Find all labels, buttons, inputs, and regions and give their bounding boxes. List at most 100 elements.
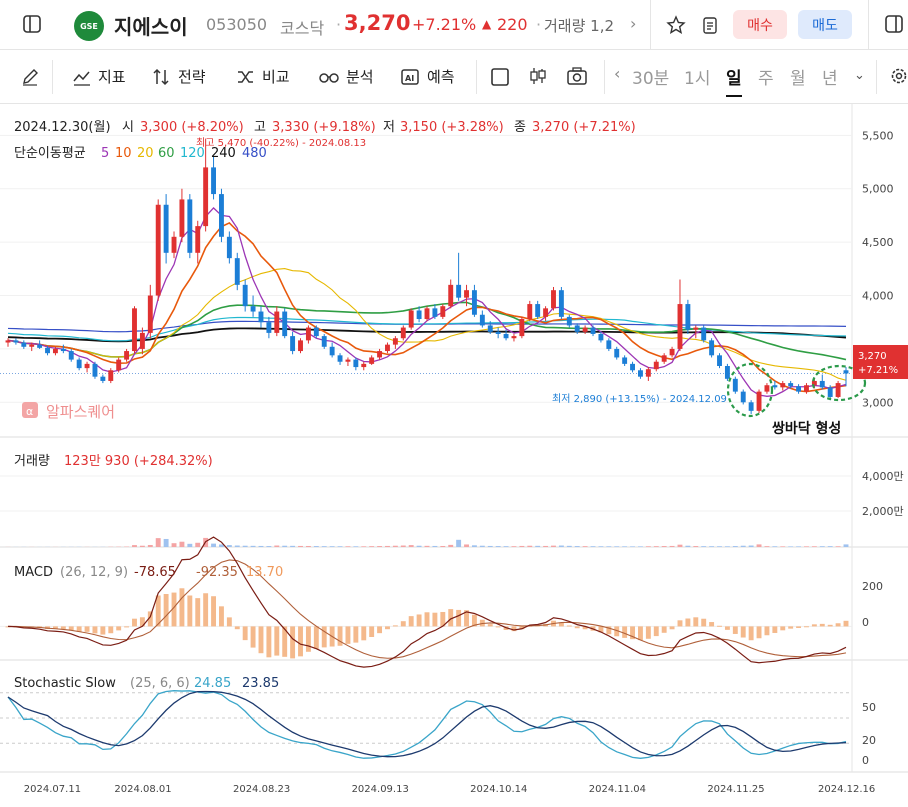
candle-body [266,322,272,333]
timeframe-month[interactable]: 월 [790,69,806,89]
forecast-button[interactable]: AI 예측 [399,66,455,87]
buy-button[interactable]: 매수 [733,10,787,39]
candles [5,138,849,415]
timeframe-1h[interactable]: 1시 [684,69,711,89]
macd-histogram-bar [487,624,493,627]
volume-bar [677,544,683,547]
date-axis: 2024.07.11 2024.08.01 2024.08.23 2024.09.13… [24,784,875,795]
divider [650,0,651,50]
ohlc-date: 2024.12.30(월) [14,120,111,135]
candle-body [448,284,454,307]
candle-body [487,325,493,332]
candle-body [724,366,730,379]
volume-bar [764,546,770,547]
volume-bar [669,545,675,547]
svg-text:AI: AI [405,74,414,83]
macd-histogram-bar [108,626,114,634]
second-bottom-circle [811,364,867,402]
open-label: 시 [122,120,134,135]
price-tick-label: 3,000 [862,396,894,409]
volume-summary: 거래량 1,2 [544,17,615,35]
macd-histogram-bar [574,626,580,629]
chevron-left-icon[interactable]: ‹ [614,64,621,83]
volume-bar [471,545,477,547]
candle-body [432,308,438,317]
chevron-right-icon[interactable]: › [630,14,637,33]
forecast-label: 예측 [427,68,455,86]
candle-body [203,167,209,227]
volume-bar [416,545,422,547]
macd-histogram-bar [60,626,66,629]
candle-body [52,348,58,354]
macd-histogram-bar [519,626,525,630]
volume-bar [511,546,517,547]
volume-bar [748,545,754,547]
candle-body [638,370,643,377]
sell-button[interactable]: 매도 [798,10,852,39]
candle-body [250,306,256,312]
macd-histogram-bar [179,588,185,627]
volume-bar [448,544,454,547]
volume-bar [163,538,169,547]
candle-body [171,236,177,253]
analysis-button[interactable]: 분석 [318,66,374,87]
volume-bar [345,546,351,547]
stock-code: 053050 [206,15,268,34]
macd-histogram-bar [811,624,817,627]
panel-toggle-icon[interactable] [884,14,904,34]
candle-body [582,327,588,332]
panel-dividers [0,104,908,773]
macd-histogram-bar [630,626,635,640]
clipboard-icon[interactable] [700,15,720,35]
ai-chip-icon: AI [401,68,419,85]
volume-bar [503,546,509,547]
alpha-icon: α [26,405,33,418]
gear-icon[interactable] [889,66,908,86]
camera-icon[interactable] [566,66,588,86]
star-icon[interactable] [666,15,686,35]
ma20-label: 20 [137,146,154,161]
timeframe-30m[interactable]: 30분 [632,69,670,89]
stochastic-k-line [7,690,847,759]
volume-bar [717,546,722,547]
macd-signal-line [7,559,847,659]
timeframe-year[interactable]: 년 [822,69,838,89]
square-icon[interactable] [490,67,510,87]
candle-body [519,319,525,337]
macd-histogram-bar [100,626,106,635]
candle-body [37,344,43,348]
candle-body [219,194,224,237]
volume-tick-2000: 2,000만 [862,505,904,518]
date-tick-label: 2024.07.11 [24,784,81,795]
candle-body [843,370,849,374]
macd-histogram-bar [835,623,841,627]
macd-histogram-bar [195,598,201,627]
indicator-label: 지표 [98,68,126,86]
volume-bar [843,544,849,547]
candle-body [100,376,106,381]
candle-body [155,204,161,296]
strategy-button[interactable]: 전략 [152,66,206,87]
candle-body [282,311,288,337]
timeframe-week[interactable]: 주 [758,69,774,89]
date-tick-label: 2024.09.13 [352,784,409,795]
macd-histogram-bar [353,626,359,643]
macd-histogram-bar [361,626,367,641]
candle-body [709,340,715,356]
candlestick-icon[interactable] [528,66,548,86]
macd-histogram-bar [456,609,462,627]
compare-button[interactable]: 비교 [236,66,290,87]
sidebar-toggle-icon[interactable] [22,14,42,34]
candle-body [566,316,572,326]
candle-body [819,380,825,388]
chevron-down-icon[interactable]: ⌄ [854,68,865,83]
timeframe-day[interactable]: 일 [726,64,742,97]
candle-body [661,355,667,362]
indicator-button[interactable]: 지표 [72,66,126,87]
candle-body [590,327,596,334]
volume-label: 거래량 [14,454,50,469]
pen-icon[interactable] [20,67,40,87]
macd-histogram-bar [139,617,145,627]
candle-body [60,348,66,352]
